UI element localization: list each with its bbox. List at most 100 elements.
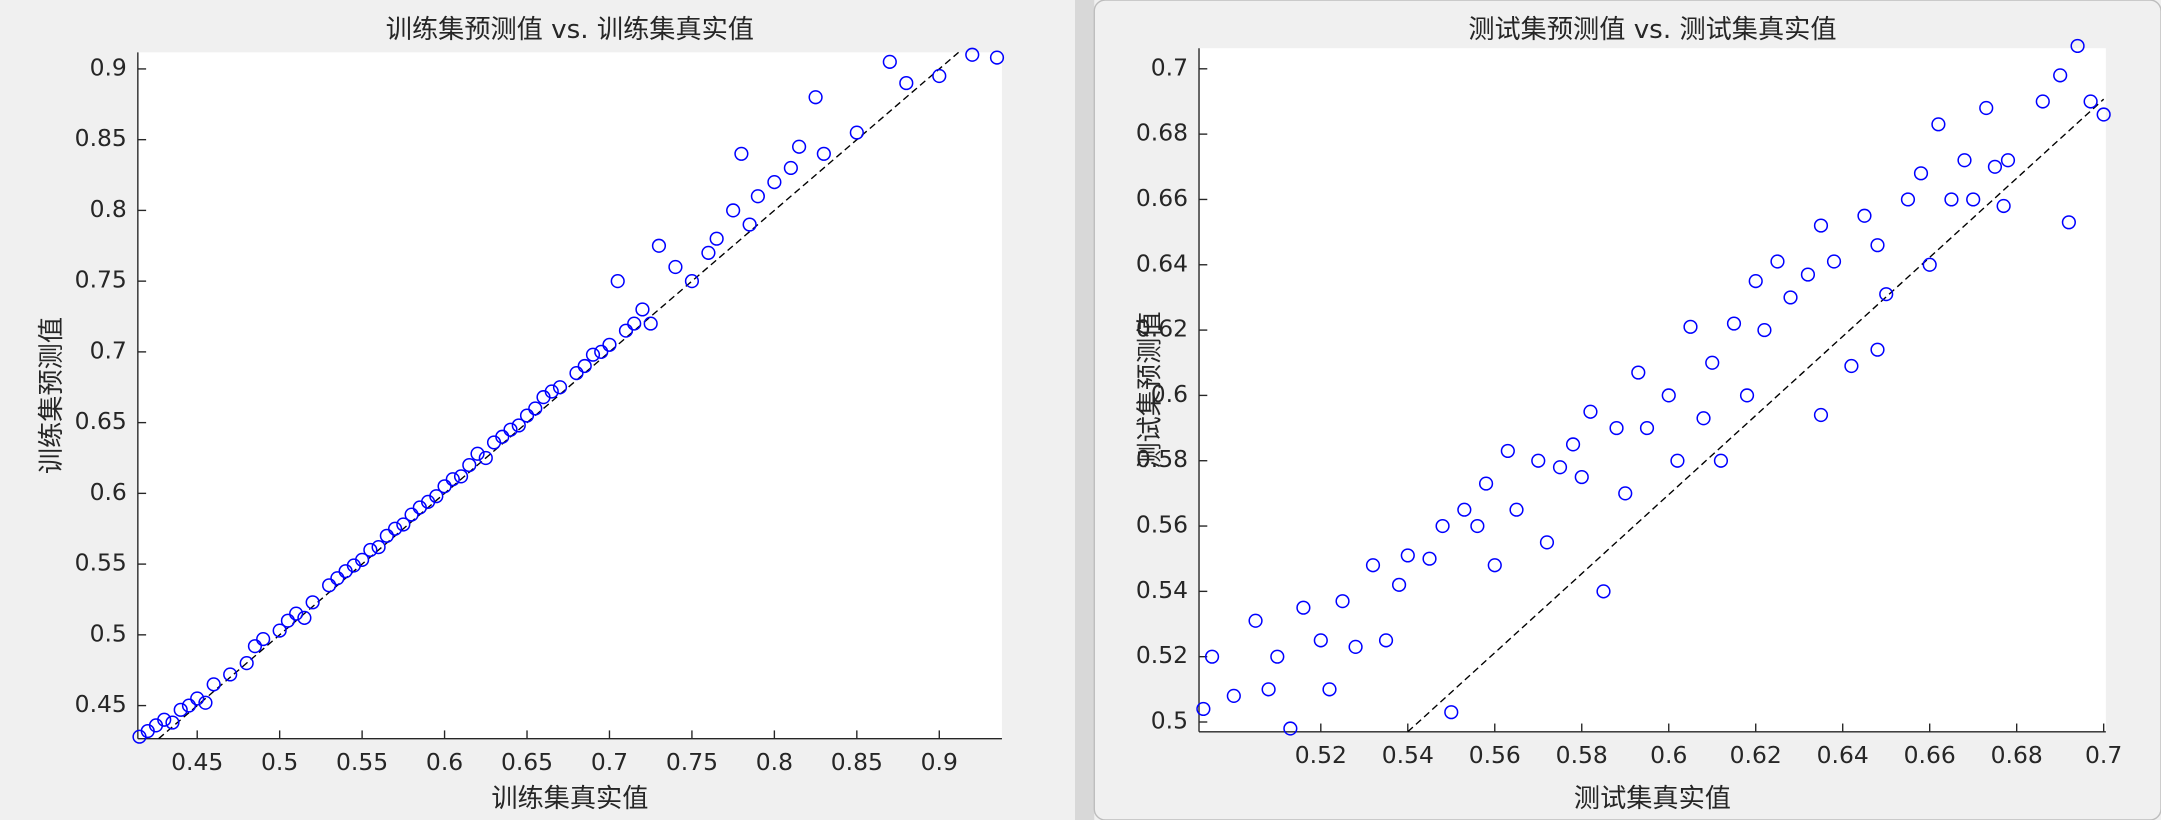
scatter-point (585, 347, 601, 362)
scatter-point (726, 203, 741, 218)
x-tick-label: 0.75 (666, 748, 718, 776)
x-axis-label: 测试集真实值 (1574, 784, 1731, 814)
x-tick-label: 0.64 (1817, 741, 1869, 769)
y-axis-label: 测试集预测值 (1135, 311, 1165, 468)
scatter-point (528, 401, 543, 416)
scatter-point (1631, 365, 1646, 380)
scatter-point (1879, 287, 1894, 302)
scatter-point (750, 189, 765, 204)
x-tick-label: 0.7 (591, 748, 628, 776)
scatter-point (223, 667, 238, 682)
scatter-point (899, 75, 914, 91)
scatter-point (1966, 192, 1981, 207)
scatter-point (355, 552, 370, 567)
scatter-point (1487, 558, 1502, 573)
x-tick-label: 0.58 (1556, 741, 1608, 769)
scatter-point (495, 429, 510, 444)
scatter-point (272, 623, 287, 638)
scatter-point (882, 54, 897, 69)
scatter-point (2061, 215, 2076, 230)
scatter-point (965, 47, 980, 62)
y-tick-label: 0.5 (1151, 707, 1188, 735)
scatter-point (1726, 316, 1742, 331)
scatter-point (247, 639, 263, 654)
scatter-point (1783, 290, 1798, 305)
scatter-point (1365, 558, 1381, 573)
scatter-point (470, 446, 485, 461)
scatter-point (618, 323, 634, 338)
scatter-point (2083, 94, 2098, 109)
scatter-point (1457, 502, 1472, 517)
scatter-point (792, 139, 807, 154)
scatter-point (1261, 682, 1276, 697)
scatter-point (1683, 319, 1698, 334)
x-tick-label: 0.65 (501, 748, 553, 776)
scatter-point (1826, 254, 1842, 269)
scatter-point (1757, 322, 1772, 338)
scatter-point (478, 450, 493, 466)
scatter-point (651, 238, 667, 253)
scatter-point (1283, 721, 1298, 736)
scatter-point (429, 489, 444, 504)
scatter-point (610, 274, 625, 289)
scatter-point (1574, 469, 1589, 485)
scatter-point (552, 380, 568, 395)
scatter-point (1813, 218, 1829, 233)
scatter-point (1596, 584, 1611, 599)
scatter-point (1987, 159, 2003, 174)
scatter-point (1996, 198, 2011, 214)
scatter-point (519, 408, 535, 423)
scatter-point (165, 715, 180, 730)
scatter-point (379, 528, 394, 543)
y-tick-label: 0.45 (75, 690, 127, 718)
scatter-point (297, 610, 312, 625)
scatter-point (1565, 437, 1581, 452)
scatter-point (437, 479, 452, 494)
scatter-point (684, 274, 700, 289)
scatter-point (1444, 705, 1459, 720)
x-tick-label: 0.52 (1295, 741, 1347, 769)
scatter-point (330, 571, 345, 586)
scatter-point (2000, 153, 2016, 168)
scatter-point (1705, 355, 1720, 370)
y-tick-label: 0.6 (90, 478, 127, 506)
scatter-point (387, 521, 403, 536)
scatter-point (1583, 404, 1598, 419)
scatter-point (1313, 633, 1328, 648)
chart-title: 测试集预测值 vs. 测试集真实值 (1468, 15, 1836, 45)
scatter-point (1378, 633, 1394, 648)
x-tick-label: 0.54 (1382, 741, 1434, 769)
scatter-point (1857, 208, 1872, 223)
scatter-point (1844, 358, 1859, 374)
scatter-point (1322, 682, 1337, 697)
scatter-point (1531, 453, 1546, 468)
x-tick-label: 0.45 (171, 748, 223, 776)
scatter-point (1696, 411, 1711, 426)
scatter-point (569, 366, 584, 381)
scatter-point (181, 698, 197, 713)
scatter-point (808, 90, 823, 105)
y-tick-label: 0.64 (1136, 249, 1188, 277)
scatter-point (1470, 518, 1485, 534)
y-tick-label: 0.68 (1136, 119, 1188, 147)
scatter-point (1913, 166, 1929, 181)
scatter-point (1770, 254, 1785, 269)
scatter-point (1552, 460, 1568, 475)
scatter-point (1248, 613, 1263, 628)
scatter-point (503, 422, 518, 437)
y-tick-label: 0.55 (75, 549, 127, 577)
scatter-point (1435, 518, 1450, 534)
x-tick-label: 0.5 (261, 748, 298, 776)
x-tick-label: 0.7 (2085, 741, 2122, 769)
plot-area (137, 52, 1002, 739)
scatter-point (932, 68, 947, 84)
scatter-point (635, 302, 650, 317)
scatter-point (371, 540, 386, 555)
scatter-point (511, 418, 526, 433)
y-tick-label: 0.7 (1151, 53, 1188, 81)
scatter-point (462, 457, 477, 473)
scatter-point (1196, 701, 1211, 717)
scatter-point (1400, 548, 1415, 563)
scatter-point (1900, 192, 1916, 207)
scatter-point (1870, 238, 1885, 253)
